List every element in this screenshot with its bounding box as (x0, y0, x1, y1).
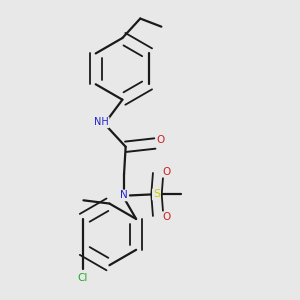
Text: N: N (120, 190, 128, 200)
Text: S: S (153, 190, 160, 200)
Text: O: O (162, 167, 170, 177)
Text: Cl: Cl (77, 273, 88, 284)
Text: NH: NH (94, 117, 109, 128)
Text: O: O (157, 135, 165, 145)
Text: O: O (162, 212, 170, 222)
